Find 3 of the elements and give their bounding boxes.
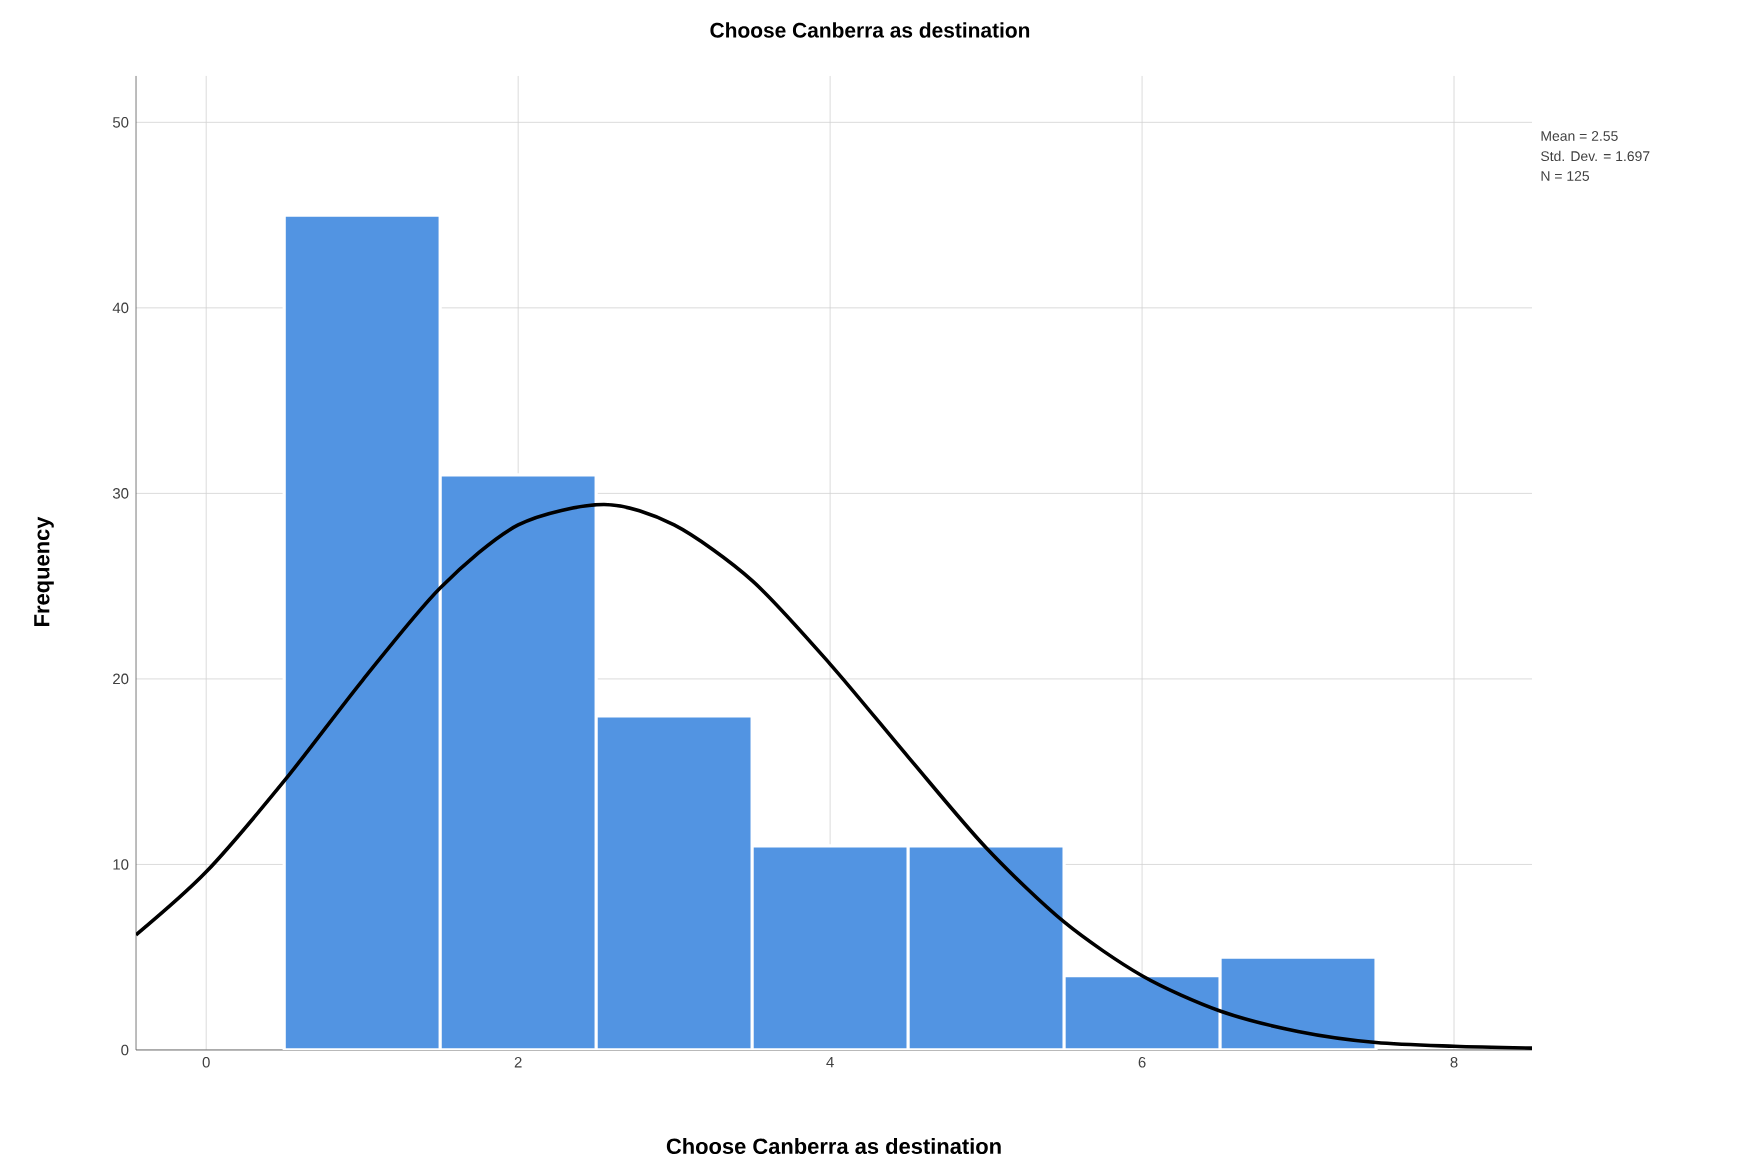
x-axis-title: Choose Canberra as destination: [666, 1137, 1001, 1155]
y-axis-title: Frequency: [34, 516, 54, 626]
chart-title: Choose Canberra as destination: [710, 22, 1030, 38]
